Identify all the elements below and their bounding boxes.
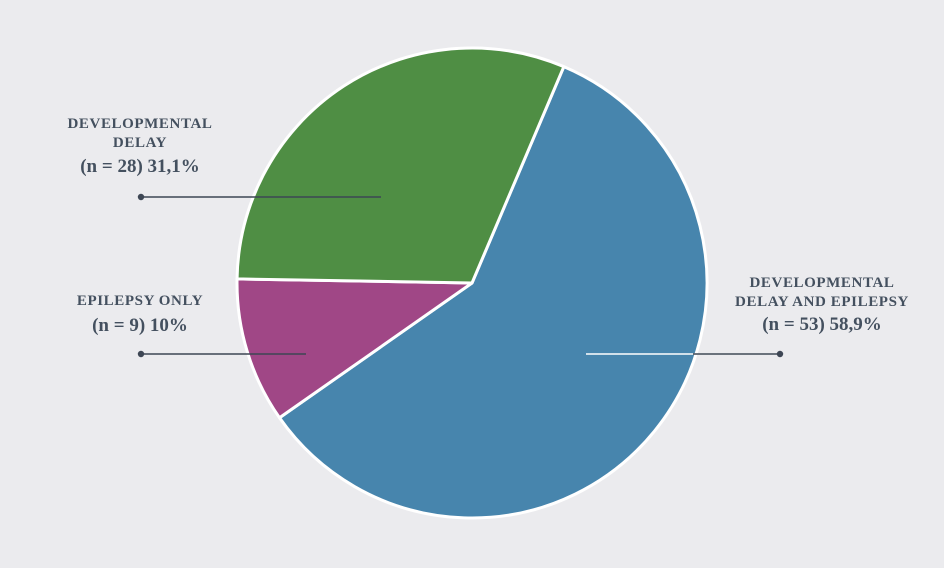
slice-label-line: DELAY <box>113 135 167 151</box>
slice-value-label: (n = 53) 58,9% <box>762 314 882 335</box>
pie-slices <box>235 46 709 520</box>
slice-epilepsy-only <box>235 277 474 420</box>
label-epilepsy-only: EPILEPSY ONLY (n = 9) 10% <box>77 293 203 336</box>
slice-label-line: DEVELOPMENTAL <box>749 275 894 291</box>
slice-label-line: DELAY AND EPILEPSY <box>735 294 909 310</box>
leader-lines <box>137 193 784 358</box>
label-developmental-delay: DEVELOPMENTAL DELAY (n = 28) 31,1% <box>67 116 212 177</box>
label-developmental-delay-and-epilepsy: DEVELOPMENTAL DELAY AND EPILEPSY (n = 53… <box>735 275 909 335</box>
slice-label-line: EPILEPSY ONLY <box>77 293 203 309</box>
leader-dot <box>137 350 145 358</box>
slice-developmental-delay <box>235 46 566 285</box>
slice-label-line: DEVELOPMENTAL <box>67 116 212 132</box>
slice-value-label: (n = 9) 10% <box>92 315 188 336</box>
slice-developmental-delay-and-epilepsy <box>278 65 709 520</box>
slice-value-label: (n = 28) 31,1% <box>80 156 200 177</box>
leader-dot <box>776 350 784 358</box>
leader-dot <box>137 193 145 201</box>
